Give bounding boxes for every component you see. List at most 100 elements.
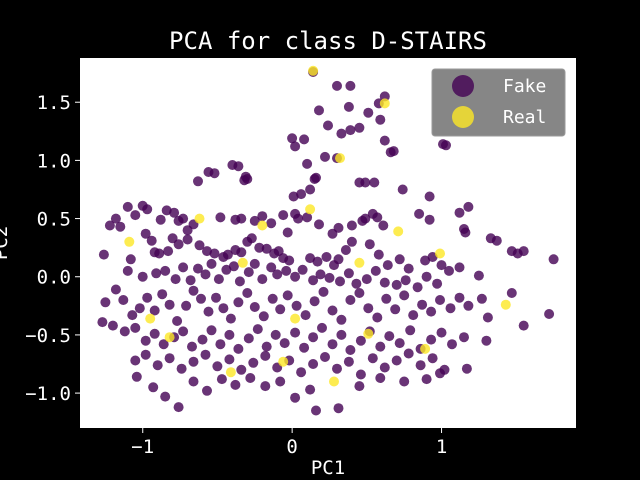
data-point-fake	[408, 310, 419, 321]
data-point-fake	[305, 384, 316, 395]
data-point-fake	[200, 349, 211, 360]
data-point-fake	[157, 289, 168, 300]
data-point-real	[194, 213, 205, 224]
data-point-real	[308, 65, 319, 76]
data-point-fake	[367, 353, 378, 364]
data-point-fake	[346, 220, 357, 231]
data-point-fake	[142, 292, 153, 303]
data-point-fake	[160, 265, 171, 276]
data-point-fake	[345, 295, 356, 305]
data-point-fake	[176, 363, 187, 374]
data-point-fake	[459, 332, 469, 343]
data-point-fake	[222, 249, 233, 260]
data-point-real	[124, 236, 135, 247]
data-point-fake	[363, 107, 374, 118]
data-point-fake	[104, 220, 115, 231]
data-point-fake	[131, 371, 142, 382]
data-point-fake	[185, 275, 196, 286]
legend-label-fake: Fake	[503, 76, 546, 97]
data-point-fake	[249, 302, 260, 312]
data-point-fake	[182, 234, 193, 245]
data-point-fake	[290, 327, 301, 338]
data-point-fake	[172, 316, 183, 326]
data-point-fake	[400, 275, 411, 286]
data-point-fake	[308, 275, 319, 286]
data-point-fake	[122, 265, 133, 276]
data-point-fake	[224, 329, 235, 340]
data-point-fake	[360, 177, 371, 188]
data-point-fake	[243, 333, 254, 344]
data-point-fake	[332, 80, 342, 91]
data-point-fake	[178, 326, 189, 337]
data-point-fake	[363, 303, 374, 314]
data-point-fake	[246, 233, 257, 244]
data-point-fake	[257, 274, 268, 285]
data-point-fake	[248, 357, 259, 368]
data-point-fake	[119, 326, 130, 337]
data-point-fake	[300, 310, 311, 321]
data-point-fake	[158, 339, 169, 350]
data-point-fake	[203, 167, 214, 177]
data-point-fake	[379, 277, 390, 288]
data-point-fake	[335, 276, 345, 287]
data-point-fake	[282, 290, 293, 301]
data-point-fake	[245, 373, 256, 383]
data-point-fake	[512, 248, 523, 259]
data-point-fake	[215, 212, 226, 223]
data-point-fake	[491, 235, 502, 246]
data-point-fake	[463, 201, 474, 212]
data-point-fake	[436, 327, 447, 338]
data-point-fake	[324, 272, 335, 283]
data-point-fake	[432, 278, 443, 289]
data-point-fake	[399, 376, 410, 387]
data-point-fake	[323, 120, 333, 131]
data-point-fake	[427, 252, 438, 262]
data-point-fake	[321, 252, 332, 262]
data-point-fake	[290, 141, 301, 152]
y-tick-label: −0.5	[25, 325, 71, 347]
data-point-fake	[314, 219, 324, 230]
data-point-fake	[385, 147, 396, 158]
legend-marker-real	[452, 106, 474, 128]
data-point-fake	[178, 213, 189, 224]
data-point-fake	[130, 322, 141, 333]
data-point-fake	[372, 312, 383, 323]
data-point-fake	[414, 208, 425, 219]
data-point-fake	[178, 262, 189, 273]
data-point-fake	[197, 334, 208, 345]
data-point-fake	[284, 255, 295, 266]
data-point-real	[435, 248, 445, 259]
data-point-fake	[436, 260, 447, 271]
data-point-fake	[122, 201, 133, 212]
data-point-real	[363, 328, 374, 339]
data-point-fake	[107, 320, 118, 331]
data-point-fake	[212, 361, 223, 372]
data-point-fake	[110, 284, 121, 295]
data-point-fake	[444, 265, 454, 276]
data-point-fake	[233, 161, 244, 172]
data-point-real	[329, 376, 339, 387]
data-point-fake	[506, 288, 517, 298]
data-point-fake	[311, 172, 321, 183]
series-real	[124, 65, 511, 387]
data-point-fake	[149, 305, 160, 316]
data-point-fake	[364, 239, 375, 250]
data-point-real	[354, 257, 365, 268]
data-point-fake	[370, 265, 381, 276]
data-point-fake	[305, 253, 316, 264]
data-point-fake	[216, 374, 227, 385]
legend-label-real: Real	[503, 107, 546, 128]
data-point-fake	[234, 276, 245, 287]
data-point-fake	[379, 91, 390, 102]
data-point-fake	[100, 297, 111, 308]
series-fake	[97, 67, 559, 416]
data-point-fake	[424, 191, 435, 202]
data-point-real	[500, 299, 511, 310]
data-point-fake	[202, 246, 212, 257]
data-point-fake	[314, 105, 324, 116]
data-point-fake	[445, 303, 456, 314]
y-tick-label: 0.5	[37, 209, 71, 231]
data-point-fake	[293, 213, 304, 224]
data-point-fake	[152, 360, 163, 371]
